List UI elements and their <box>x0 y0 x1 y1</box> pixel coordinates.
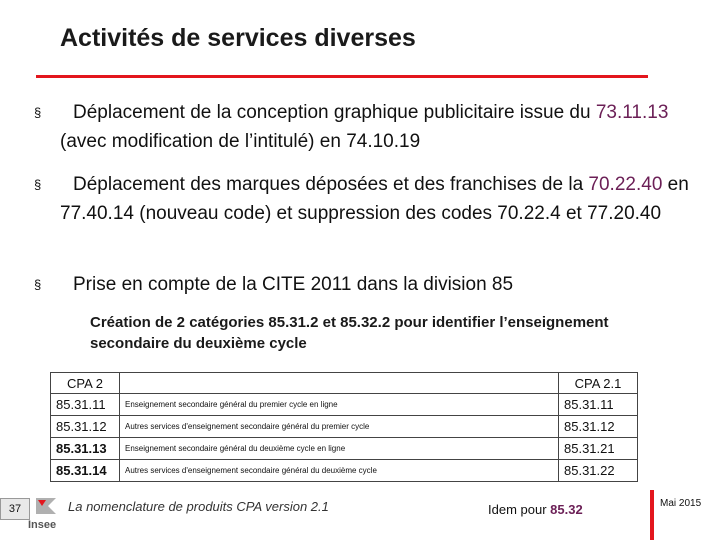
header-cpa21: CPA 2.1 <box>559 373 638 394</box>
footer-nomenclature: La nomenclature de produits CPA version … <box>68 499 329 514</box>
table-row: 85.31.11 Enseignement secondaire général… <box>51 394 638 416</box>
table-row: 85.31.14 Autres services d'enseignement … <box>51 460 638 482</box>
subheading: Création de 2 catégories 85.31.2 et 85.3… <box>90 312 690 354</box>
table-row: 85.31.12 Autres services d'enseignement … <box>51 416 638 438</box>
cpa-table: CPA 2 CPA 2.1 85.31.11 Enseignement seco… <box>50 372 638 482</box>
bullet-mark: § <box>34 270 41 299</box>
title-underline <box>36 75 648 78</box>
table-header-row: CPA 2 CPA 2.1 <box>51 373 638 394</box>
idem-code: 85.32 <box>550 502 583 517</box>
slide-title: Activités de services diverses <box>60 24 416 53</box>
insee-logo: Insee <box>28 492 64 540</box>
bullet-mark: § <box>34 98 41 127</box>
header-cpa2: CPA 2 <box>51 373 120 394</box>
footer-date: Mai 2015 <box>660 498 701 509</box>
highlight-code: 70.22.40 <box>588 174 662 195</box>
logo-text: Insee <box>28 519 56 531</box>
footer-red-bar <box>650 490 654 540</box>
header-empty <box>120 373 559 394</box>
highlight-code: 73.11.13 <box>596 102 669 123</box>
page-number: 37 <box>0 498 30 520</box>
bullet-mark: § <box>34 170 41 199</box>
footer-idem: Idem pour 85.32 <box>488 502 583 517</box>
table-row: 85.31.13 Enseignement secondaire général… <box>51 438 638 460</box>
